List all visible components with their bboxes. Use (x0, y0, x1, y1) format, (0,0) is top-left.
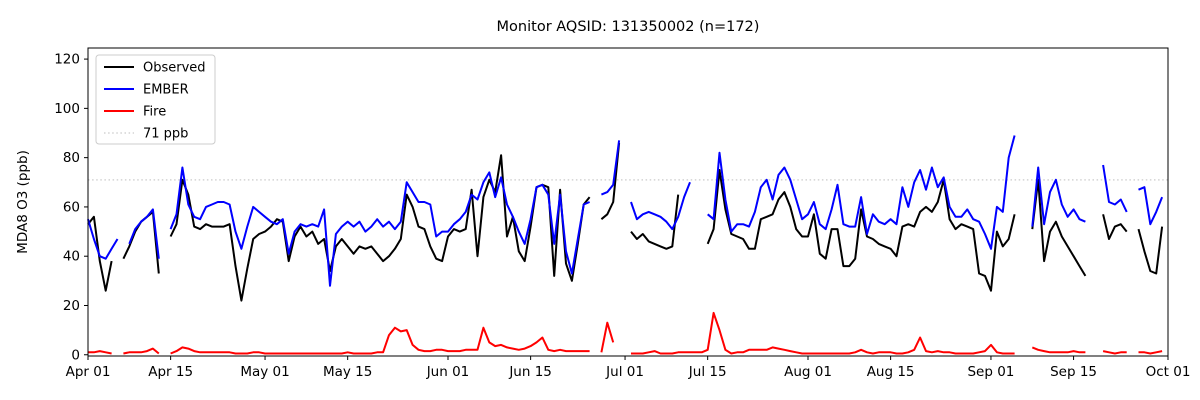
legend: Observed EMBER Fire 71 ppb (95, 54, 216, 145)
y-tick-label: 120 (54, 52, 80, 68)
legend-label: 71 ppb (143, 127, 188, 142)
legend-label: Fire (143, 105, 166, 120)
chart-title-text: Monitor AQSID: 131350002 (n=172) (497, 19, 760, 35)
y-axis: 0 20 40 60 80 100 120 MDA8 O3 (ppb) (15, 52, 88, 363)
x-tick-label: Jul 15 (688, 364, 727, 380)
y-tick-label: 20 (63, 298, 80, 314)
plot-border (87, 47, 1169, 357)
y-tick-label: 40 (63, 249, 80, 265)
x-tick-label: Jul 01 (605, 364, 644, 380)
x-tick-label: Apr 01 (66, 364, 111, 380)
x-tick-label: Aug 15 (867, 364, 915, 380)
x-tick-label: Sep 15 (1050, 364, 1097, 380)
y-tick-label: 0 (71, 347, 80, 363)
x-tick-label: May 01 (240, 364, 289, 380)
data-series (87, 135, 1164, 355)
chart-title: Monitor AQSID: 131350002 (n=172) (497, 19, 760, 35)
x-axis: Apr 01 Apr 15 May 01 May 15 Jun 01 Jun 15 Jul … (66, 356, 1191, 380)
y-tick-label: 80 (63, 150, 80, 166)
y-tick-label: 60 (63, 199, 80, 215)
x-tick-label: Apr 15 (148, 364, 193, 380)
legend-label: EMBER (143, 83, 189, 98)
x-tick-label: Jun 15 (508, 364, 552, 380)
y-axis-label: MDA8 O3 (ppb) (15, 150, 31, 254)
legend-box (95, 54, 216, 145)
y-tick-label: 100 (54, 101, 80, 117)
legend-label: Observed (143, 61, 206, 76)
series-line-fire (88, 311, 1163, 355)
x-tick-label: Jun 01 (426, 364, 470, 380)
x-tick-label: Sep 01 (967, 364, 1014, 380)
x-tick-label: Aug 01 (784, 364, 832, 380)
x-tick-label: Oct 01 (1146, 364, 1191, 380)
series-line-ember (87, 135, 1164, 287)
x-tick-label: May 15 (323, 364, 372, 380)
